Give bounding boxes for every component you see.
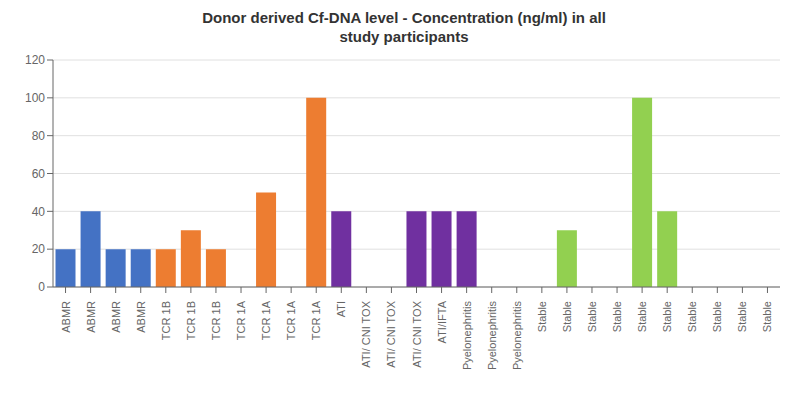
svg-text:Pyelonephritis: Pyelonephritis <box>461 301 473 371</box>
svg-text:TCR 1A: TCR 1A <box>235 300 247 340</box>
svg-text:Stable: Stable <box>586 301 598 332</box>
svg-text:100: 100 <box>25 91 45 105</box>
svg-text:120: 120 <box>25 53 45 67</box>
svg-text:ATI: ATI <box>335 301 347 317</box>
svg-text:Pyelonephritis: Pyelonephritis <box>511 301 523 371</box>
svg-text:ABMR: ABMR <box>135 301 147 333</box>
html-text:study participants: study participants <box>339 28 469 45</box>
svg-text:TCR 1B: TCR 1B <box>210 301 222 340</box>
svg-text:Stable: Stable <box>536 301 548 332</box>
svg-text:ABMR: ABMR <box>110 301 122 333</box>
svg-text:80: 80 <box>32 129 46 143</box>
svg-text:60: 60 <box>32 167 46 181</box>
svg-text:Stable: Stable <box>661 301 673 332</box>
svg-text:40: 40 <box>32 205 46 219</box>
svg-text:ABMR: ABMR <box>60 301 72 333</box>
svg-text:TCR 1A: TCR 1A <box>285 300 297 340</box>
svg-text:TCR 1A: TCR 1A <box>310 300 322 340</box>
svg-text:Stable: Stable <box>686 301 698 332</box>
svg-text:Stable: Stable <box>561 301 573 332</box>
html-text:Donor derived Cf-DNA level - C: Donor derived Cf-DNA level - Concentrati… <box>202 9 606 26</box>
svg-text:ATI/ CNI TOX: ATI/ CNI TOX <box>360 300 372 367</box>
svg-text:Stable: Stable <box>736 301 748 332</box>
svg-text:TCR 1B: TCR 1B <box>185 301 197 340</box>
svg-text:TCR 1A: TCR 1A <box>260 300 272 340</box>
svg-text:Pyelonephritis: Pyelonephritis <box>486 301 498 371</box>
svg-text:ATI/IFTA: ATI/IFTA <box>436 300 448 343</box>
svg-text:Stable: Stable <box>711 301 723 332</box>
svg-text:ATI/ CNI TOX: ATI/ CNI TOX <box>385 300 397 367</box>
svg-text:Stable: Stable <box>636 301 648 332</box>
svg-text:ATI/ CNI TOX: ATI/ CNI TOX <box>411 300 423 367</box>
svg-text:ABMR: ABMR <box>85 301 97 333</box>
svg-text:TCR 1B: TCR 1B <box>160 301 172 340</box>
svg-text:0: 0 <box>38 280 45 294</box>
svg-text:Stable: Stable <box>611 301 623 332</box>
svg-text:20: 20 <box>32 242 46 256</box>
svg-text:Stable: Stable <box>761 301 773 332</box>
